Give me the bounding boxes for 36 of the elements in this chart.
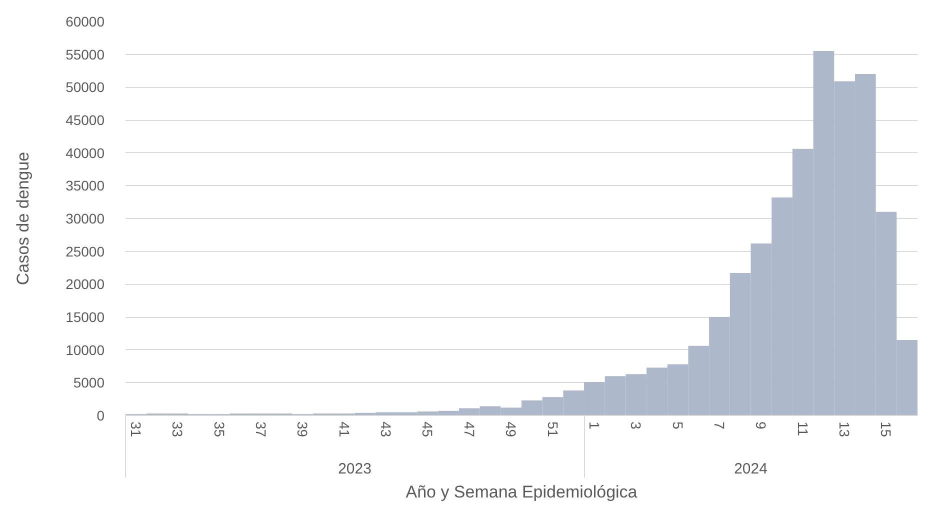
- y-axis-title: Casos de dengue: [14, 152, 33, 286]
- x-tick-label: 49: [503, 422, 520, 438]
- x-tick-label: 51: [544, 422, 561, 438]
- y-tick-label: 15000: [66, 309, 105, 325]
- x-tick-label: 31: [128, 422, 144, 438]
- y-tick-label: 45000: [66, 112, 105, 128]
- x-axis-title: Año y Semana Epidemiológica: [406, 482, 638, 502]
- x-tick-label: 39: [294, 422, 311, 438]
- x-tick-label: 43: [378, 422, 394, 438]
- y-tick-label: 5000: [73, 374, 105, 391]
- y-tick-label: 30000: [66, 210, 105, 226]
- x-tick-label: 15: [878, 422, 894, 438]
- y-tick-label: 35000: [66, 178, 105, 194]
- y-tick-label: 40000: [66, 144, 105, 161]
- y-tick-label: 60000: [66, 14, 105, 30]
- text: 2024: [734, 460, 768, 478]
- x-tick-label: 7: [712, 422, 728, 430]
- x-tick-label: 9: [753, 422, 770, 430]
- x-tick-label: 5: [670, 422, 686, 430]
- y-tick-label: 20000: [66, 276, 105, 292]
- y-tick-label: 55000: [66, 46, 105, 62]
- y-tick-label: 50000: [66, 79, 105, 96]
- x-tick-label: 47: [461, 422, 478, 438]
- x-tick-label: 35: [211, 422, 228, 438]
- text: 2023: [338, 460, 372, 478]
- x-tick-label: 3: [628, 422, 644, 430]
- x-tick-label: 1: [586, 422, 602, 430]
- y-tick-label: 10000: [66, 342, 105, 358]
- x-tick-label: 37: [252, 422, 269, 438]
- y-tick-label: 0: [96, 408, 105, 424]
- y-tick-label: 25000: [66, 243, 105, 260]
- x-tick-label: 41: [336, 422, 352, 438]
- x-tick-label: 13: [836, 422, 853, 438]
- x-tick-label: 11: [794, 422, 811, 436]
- x-tick-label: 33: [170, 422, 186, 438]
- x-tick-label: 45: [420, 422, 436, 438]
